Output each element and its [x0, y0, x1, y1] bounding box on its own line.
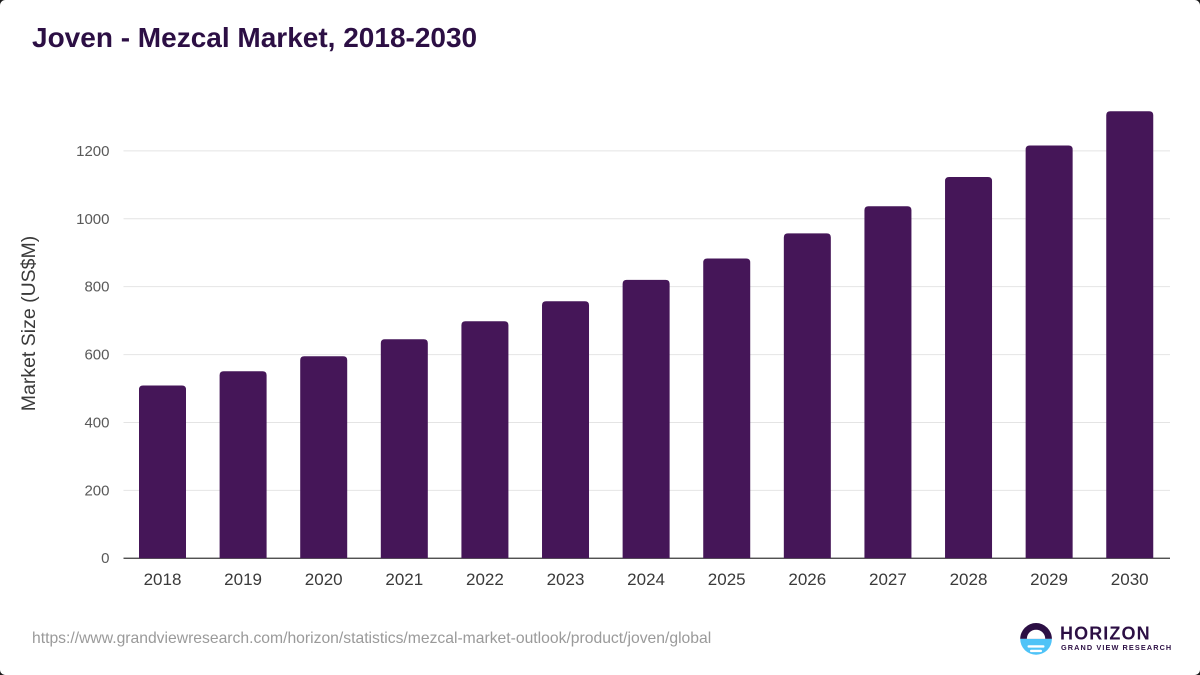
svg-text:Market Size (US$M): Market Size (US$M) [18, 236, 40, 412]
svg-text:2023: 2023 [547, 570, 585, 589]
svg-text:2025: 2025 [708, 570, 746, 589]
svg-text:200: 200 [84, 482, 109, 499]
svg-text:2021: 2021 [385, 570, 423, 589]
svg-text:400: 400 [84, 414, 109, 431]
svg-text:0: 0 [101, 550, 109, 567]
svg-text:2030: 2030 [1111, 570, 1149, 589]
svg-text:2029: 2029 [1030, 570, 1068, 589]
svg-text:2019: 2019 [224, 570, 262, 589]
svg-text:2018: 2018 [144, 570, 182, 589]
svg-text:2028: 2028 [950, 570, 988, 589]
svg-text:2026: 2026 [788, 570, 826, 589]
svg-text:800: 800 [84, 279, 109, 296]
svg-text:1000: 1000 [76, 211, 109, 228]
svg-text:600: 600 [84, 347, 109, 364]
svg-text:2022: 2022 [466, 570, 504, 589]
svg-text:2024: 2024 [627, 570, 665, 589]
svg-text:1200: 1200 [76, 143, 109, 160]
svg-text:2020: 2020 [305, 570, 343, 589]
svg-text:2027: 2027 [869, 570, 907, 589]
